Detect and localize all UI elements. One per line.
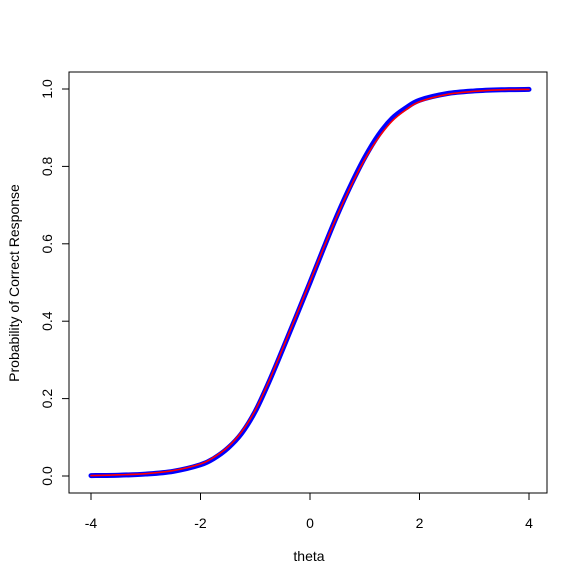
y-tick-label: 1.0 (39, 79, 55, 99)
y-axis-title: Probability of Correct Response (6, 184, 22, 382)
series-layer (88, 86, 532, 479)
x-tick-label: -4 (85, 515, 98, 531)
x-axis-title: theta (293, 548, 324, 564)
x-axis: -4 -2 0 2 4 (85, 492, 533, 531)
y-tick-label: 0.6 (39, 234, 55, 254)
y-tick-label: 0.2 (39, 389, 55, 409)
x-tick-label: -2 (194, 515, 207, 531)
series-line-1 (90, 88, 530, 477)
y-tick-label: 0.4 (39, 311, 55, 331)
x-tick-label: 0 (306, 515, 314, 531)
y-tick-label: 0.8 (39, 156, 55, 176)
y-tick-label: 0.0 (39, 466, 55, 486)
y-axis: 0.0 0.2 0.4 0.6 0.8 1.0 (39, 79, 70, 486)
x-tick-label: 2 (416, 515, 424, 531)
x-tick-label: 4 (525, 515, 533, 531)
